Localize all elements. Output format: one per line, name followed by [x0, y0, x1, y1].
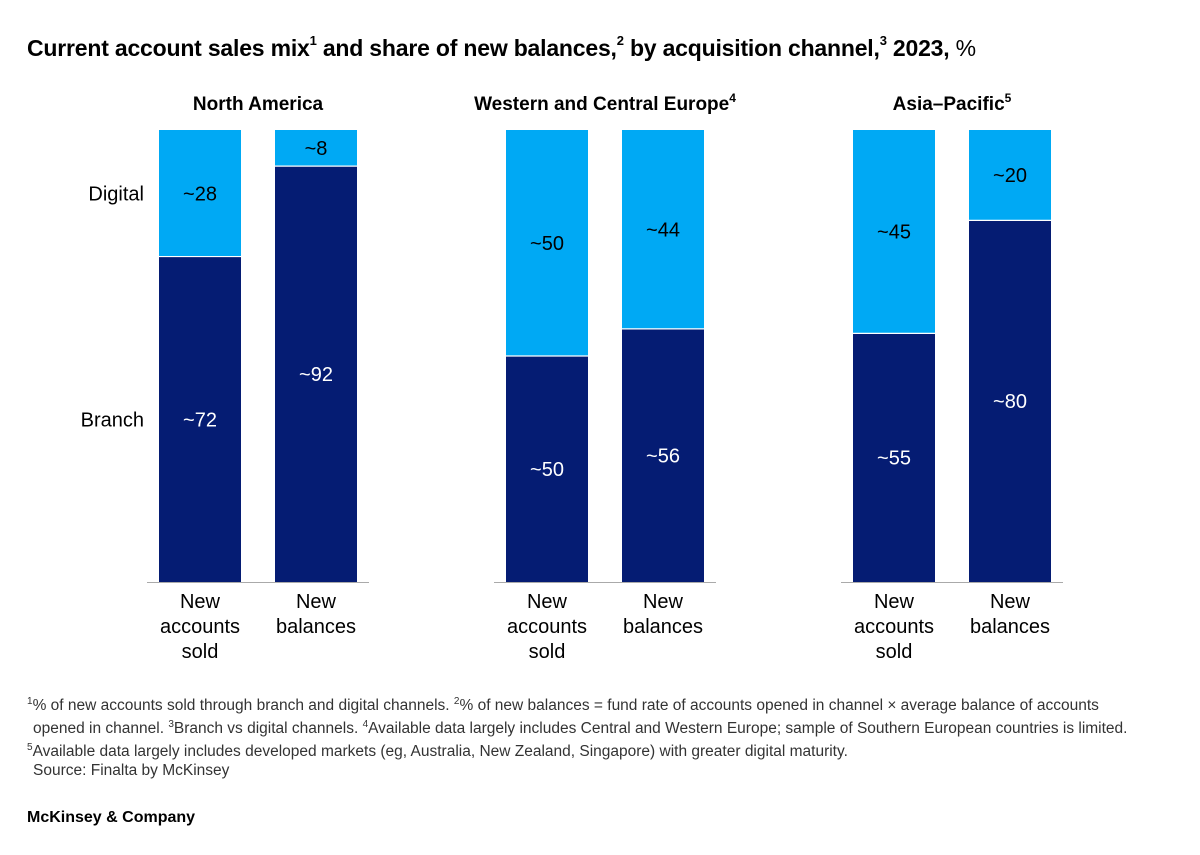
category-label-1-0-line2: sold	[529, 641, 566, 663]
data-label-digital-1-1: ~44	[646, 219, 680, 241]
data-label-digital-1-0: ~50	[530, 233, 564, 255]
category-label-1-0-line0: New	[527, 591, 568, 613]
title-part4: 2023,	[886, 35, 950, 61]
category-label-2-0-line1: accounts	[854, 616, 934, 638]
bar-branch-2-1	[969, 220, 1051, 582]
title-part1: Current account sales mix	[27, 35, 310, 61]
category-label-1-1-line1: balances	[623, 616, 703, 638]
data-label-branch-2-0: ~55	[877, 448, 911, 470]
bar-branch-2-0	[853, 333, 935, 582]
bar-branch-0-0	[159, 256, 241, 582]
panel-title-text-2: Asia–Pacific	[893, 94, 1005, 115]
category-label-0-0-line1: accounts	[160, 616, 240, 638]
category-label-2-1-line0: New	[990, 591, 1031, 613]
series-label-branch: Branch	[81, 409, 144, 431]
panel-title-sup-1: 4	[729, 91, 736, 105]
data-label-digital-2-0: ~45	[877, 222, 911, 244]
category-label-2-0-line2: sold	[876, 641, 913, 663]
title-sup1: 1	[309, 33, 317, 49]
panel-title-2: Asia–Pacific5	[893, 91, 1012, 115]
series-label-digital: Digital	[88, 183, 144, 205]
panel-title-text-1: Western and Central Europe	[474, 94, 729, 115]
footnote-1-text: % of new accounts sold through branch an…	[32, 697, 454, 715]
category-label-2-0-line0: New	[874, 591, 915, 613]
panel-title-1: Western and Central Europe4	[474, 91, 736, 115]
footnote-marker-2: 2	[453, 696, 460, 707]
footnote-4-text: Available data largely includes Central …	[368, 720, 1128, 738]
category-label-0-1-line1: balances	[276, 616, 356, 638]
footnotes: 1% of new accounts sold through branch a…	[27, 692, 1187, 780]
data-label-branch-2-1: ~80	[993, 391, 1027, 413]
data-label-digital-0-1: ~8	[305, 138, 328, 160]
bar-digital-0-0	[159, 130, 241, 257]
chart-title: Current account sales mix1 and share of …	[27, 33, 976, 62]
data-label-branch-0-0: ~72	[183, 409, 217, 431]
title-part3: by acquisition channel,	[623, 35, 880, 61]
category-label-2-1-line1: balances	[970, 616, 1050, 638]
data-label-digital-0-0: ~28	[183, 183, 217, 205]
category-label-1-1-line0: New	[643, 591, 684, 613]
bar-branch-0-1	[275, 166, 357, 582]
footnote-line-2: opened in channel. 3Branch vs digital ch…	[27, 715, 1187, 738]
footnote-line-1: 1% of new accounts sold through branch a…	[27, 692, 1187, 715]
bar-digital-1-1	[622, 130, 704, 329]
bar-digital-0-1	[275, 130, 357, 167]
bar-digital-2-0	[853, 130, 935, 334]
footnote-3-text: Branch vs digital channels.	[173, 720, 363, 738]
bar-branch-1-1	[622, 328, 704, 582]
brand-logo-text: McKinsey & Company	[27, 809, 196, 826]
panel-title-0: North America	[193, 94, 324, 115]
footnote-marker-5: 5	[27, 742, 33, 754]
category-label-0-1-line0: New	[296, 591, 337, 613]
data-label-branch-0-1: ~92	[299, 364, 333, 386]
bar-branch-1-0	[506, 356, 588, 582]
title-sup3: 3	[879, 33, 887, 49]
bar-digital-1-0	[506, 130, 588, 356]
footnote-line-3: 5Available data largely includes develop…	[27, 738, 1187, 761]
footnote-marker-1: 1	[27, 696, 33, 707]
data-label-branch-1-1: ~56	[646, 445, 680, 467]
title-unit: %	[949, 35, 976, 61]
title-sup2: 2	[616, 33, 624, 49]
data-label-digital-2-1: ~20	[993, 165, 1027, 187]
source-note: Source: Finalta by McKinsey	[33, 762, 230, 780]
footnote-2-text-cont: opened in channel.	[33, 720, 169, 738]
footnote-5-text: Available data largely includes develope…	[32, 743, 848, 761]
bar-digital-2-1	[969, 130, 1051, 221]
footnote-2-text: % of new balances = fund rate of account…	[459, 697, 1099, 715]
footnote-marker-3: 3	[168, 719, 174, 731]
panel-title-text-0: North America	[193, 94, 324, 115]
category-label-0-0-line2: sold	[182, 641, 219, 663]
chart: North America ~28 ~72 New accounts sold ~8 ~92 N…	[81, 91, 1063, 663]
category-label-0-0-line0: New	[180, 591, 221, 613]
data-label-branch-1-0: ~50	[530, 459, 564, 481]
title-part2: and share of new balances,	[316, 35, 617, 61]
footnote-marker-4: 4	[362, 719, 369, 731]
category-label-1-0-line1: accounts	[507, 616, 587, 638]
panel-title-sup-2: 5	[1005, 91, 1012, 105]
